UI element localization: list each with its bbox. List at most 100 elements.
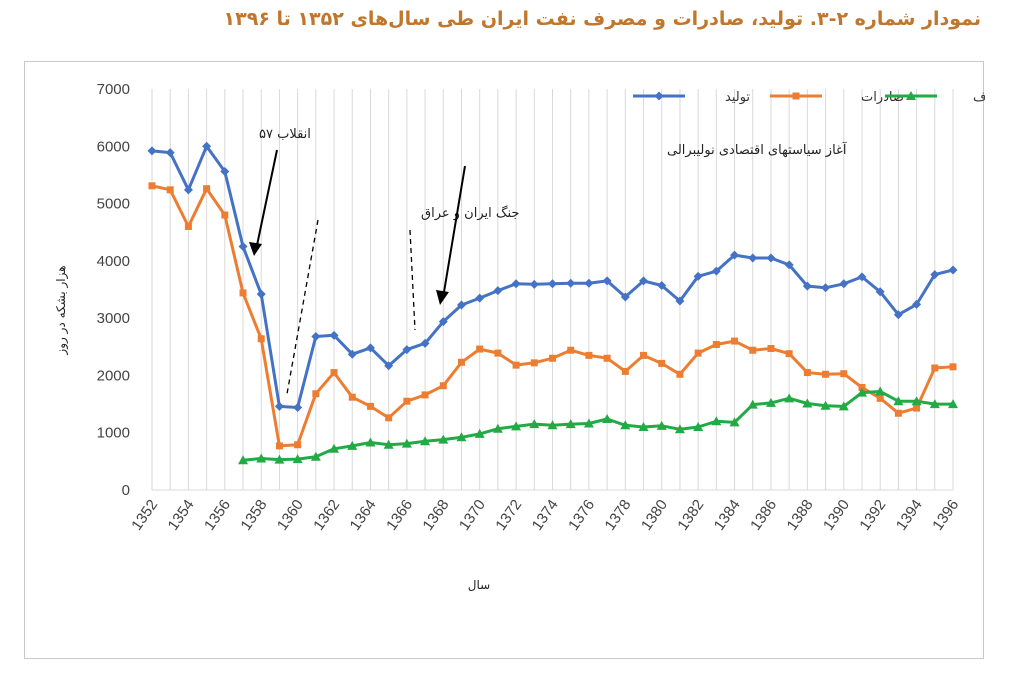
- annotation-war-line-2: [409, 229, 416, 331]
- legend-item-2: مصرف: [885, 90, 985, 105]
- data-point: [438, 434, 449, 444]
- data-point: [767, 345, 775, 353]
- data-point: [711, 416, 722, 426]
- data-point: [567, 346, 575, 354]
- data-point: [220, 166, 230, 176]
- data-point: [857, 272, 867, 282]
- annotation-revolution-arrowhead: [249, 242, 262, 256]
- data-point: [620, 420, 631, 430]
- data-point: [731, 337, 739, 345]
- data-point: [658, 359, 666, 367]
- data-point: [511, 279, 521, 289]
- data-point: [274, 454, 285, 464]
- data-point: [583, 418, 594, 428]
- data-point: [529, 279, 539, 289]
- y-tick-label: 2000: [97, 367, 130, 384]
- data-point: [548, 279, 557, 289]
- data-point: [839, 279, 849, 289]
- page-title: نمودار شماره ۲-۳. تولید، صادرات و مصرف ن…: [223, 8, 981, 30]
- data-point: [147, 146, 157, 156]
- annotations: انقلاب ۵۷ جنگ ایران و عراق آغاز سیاستهای…: [249, 127, 848, 395]
- data-point: [475, 293, 485, 303]
- data-point: [620, 292, 630, 302]
- annotation-revolution-arrow: [255, 149, 278, 251]
- data-point: [293, 403, 303, 413]
- chart-frame: 0 1000 2000 3000 4000 5000 6000 7000 1352 1354 13…: [24, 61, 985, 659]
- annotation-revolution: انقلاب ۵۷: [259, 127, 311, 142]
- data-point: [784, 393, 795, 403]
- x-tick-label: 1356: [201, 497, 234, 534]
- data-point: [402, 345, 412, 355]
- data-point: [493, 286, 503, 296]
- x-tick-label: 1352: [128, 497, 161, 534]
- data-point: [638, 421, 649, 431]
- data-point: [675, 296, 685, 306]
- x-tick-label: 1394: [893, 497, 926, 534]
- data-point: [602, 413, 613, 423]
- x-axis-label: سال: [468, 578, 490, 592]
- annotation-war: جنگ ایران و عراق: [421, 205, 519, 221]
- data-point: [547, 420, 558, 430]
- data-point: [330, 369, 338, 377]
- series-0: [147, 141, 958, 413]
- data-point: [747, 399, 758, 409]
- x-tick-label: 1366: [383, 497, 416, 534]
- data-point: [310, 451, 321, 461]
- y-tick-label: 4000: [97, 253, 130, 270]
- data-point: [329, 330, 339, 340]
- data-point: [439, 382, 447, 390]
- data-point: [948, 399, 958, 409]
- data-point: [656, 420, 667, 430]
- data-point: [875, 287, 885, 297]
- data-point: [347, 349, 357, 359]
- data-point: [494, 349, 502, 357]
- data-point: [365, 437, 376, 447]
- x-tick-label: 1360: [274, 497, 307, 534]
- x-tick-label: 1372: [492, 497, 525, 534]
- data-point: [785, 350, 793, 358]
- data-point: [421, 391, 429, 399]
- data-point: [549, 354, 556, 362]
- data-point: [202, 141, 212, 151]
- data-point: [730, 250, 740, 260]
- data-point: [802, 398, 813, 408]
- data-point: [565, 419, 576, 429]
- data-point: [602, 276, 612, 286]
- data-point: [876, 394, 884, 402]
- data-point: [238, 242, 248, 252]
- annotation-neoliberal-arrowhead: [436, 290, 449, 305]
- y-axis-ticks: 0 1000 2000 3000 4000 5000 6000 7000: [97, 81, 130, 499]
- data-point: [456, 300, 466, 310]
- data-point: [274, 401, 284, 411]
- data-point: [420, 436, 431, 446]
- x-tick-label: 1388: [784, 497, 817, 534]
- y-tick-label: 0: [122, 482, 130, 499]
- data-point: [275, 442, 283, 450]
- data-point: [512, 361, 520, 369]
- x-tick-label: 1386: [747, 497, 780, 534]
- data-point: [912, 299, 922, 309]
- x-tick-label: 1396: [929, 497, 962, 534]
- x-tick-label: 1380: [638, 497, 671, 534]
- data-point: [894, 409, 902, 417]
- data-point: [893, 310, 903, 320]
- x-tick-label: 1354: [165, 497, 198, 534]
- y-tick-label: 1000: [97, 425, 130, 442]
- series-2: [238, 386, 958, 465]
- data-point: [913, 404, 921, 412]
- data-point: [329, 443, 340, 453]
- data-point: [840, 370, 848, 378]
- data-point: [603, 354, 611, 362]
- data-point: [765, 397, 776, 407]
- data-point: [674, 424, 685, 434]
- data-point: [457, 358, 465, 366]
- data-point: [474, 428, 485, 438]
- data-point: [657, 280, 667, 290]
- x-tick-label: 1364: [347, 497, 380, 534]
- data-point: [165, 148, 175, 158]
- x-tick-label: 1390: [820, 497, 853, 534]
- legend-label: صادرات: [861, 90, 904, 105]
- data-point: [821, 283, 831, 293]
- annotation-neoliberal-arrow: [442, 165, 466, 299]
